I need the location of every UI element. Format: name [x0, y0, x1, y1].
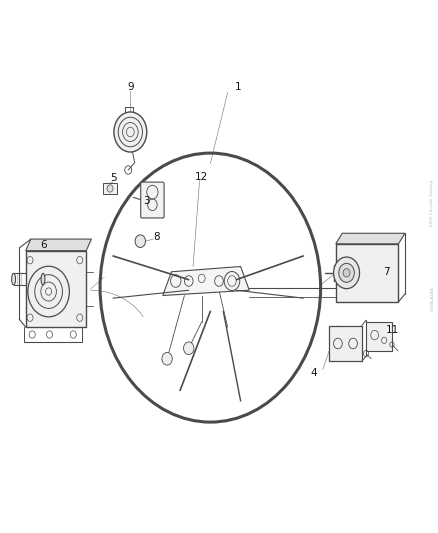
Polygon shape: [26, 239, 92, 251]
Polygon shape: [336, 233, 405, 244]
Text: QY08LAZAB: QY08LAZAB: [430, 286, 434, 311]
Circle shape: [343, 269, 350, 277]
Text: 3: 3: [143, 196, 150, 206]
Polygon shape: [26, 251, 86, 327]
Polygon shape: [329, 326, 362, 361]
Polygon shape: [366, 322, 392, 351]
Text: 9: 9: [127, 82, 134, 92]
Text: 5: 5: [110, 173, 117, 183]
Text: 8: 8: [153, 232, 159, 243]
FancyBboxPatch shape: [103, 183, 117, 193]
FancyBboxPatch shape: [141, 182, 164, 218]
Text: 11: 11: [385, 325, 399, 335]
Ellipse shape: [41, 273, 45, 285]
Text: 4: 4: [311, 368, 318, 378]
Circle shape: [135, 235, 145, 247]
Circle shape: [339, 263, 354, 282]
Ellipse shape: [12, 273, 15, 285]
Text: 12: 12: [195, 172, 208, 182]
Circle shape: [184, 342, 194, 354]
Polygon shape: [163, 266, 249, 295]
Text: 6: 6: [41, 240, 47, 251]
Polygon shape: [336, 244, 399, 302]
Text: 7: 7: [384, 267, 390, 277]
Circle shape: [162, 352, 172, 365]
Text: 1: 1: [235, 82, 242, 92]
Circle shape: [107, 185, 113, 192]
Circle shape: [114, 112, 147, 152]
Text: 2000 Chrysler Sebring: 2000 Chrysler Sebring: [430, 180, 434, 227]
Circle shape: [334, 257, 360, 289]
